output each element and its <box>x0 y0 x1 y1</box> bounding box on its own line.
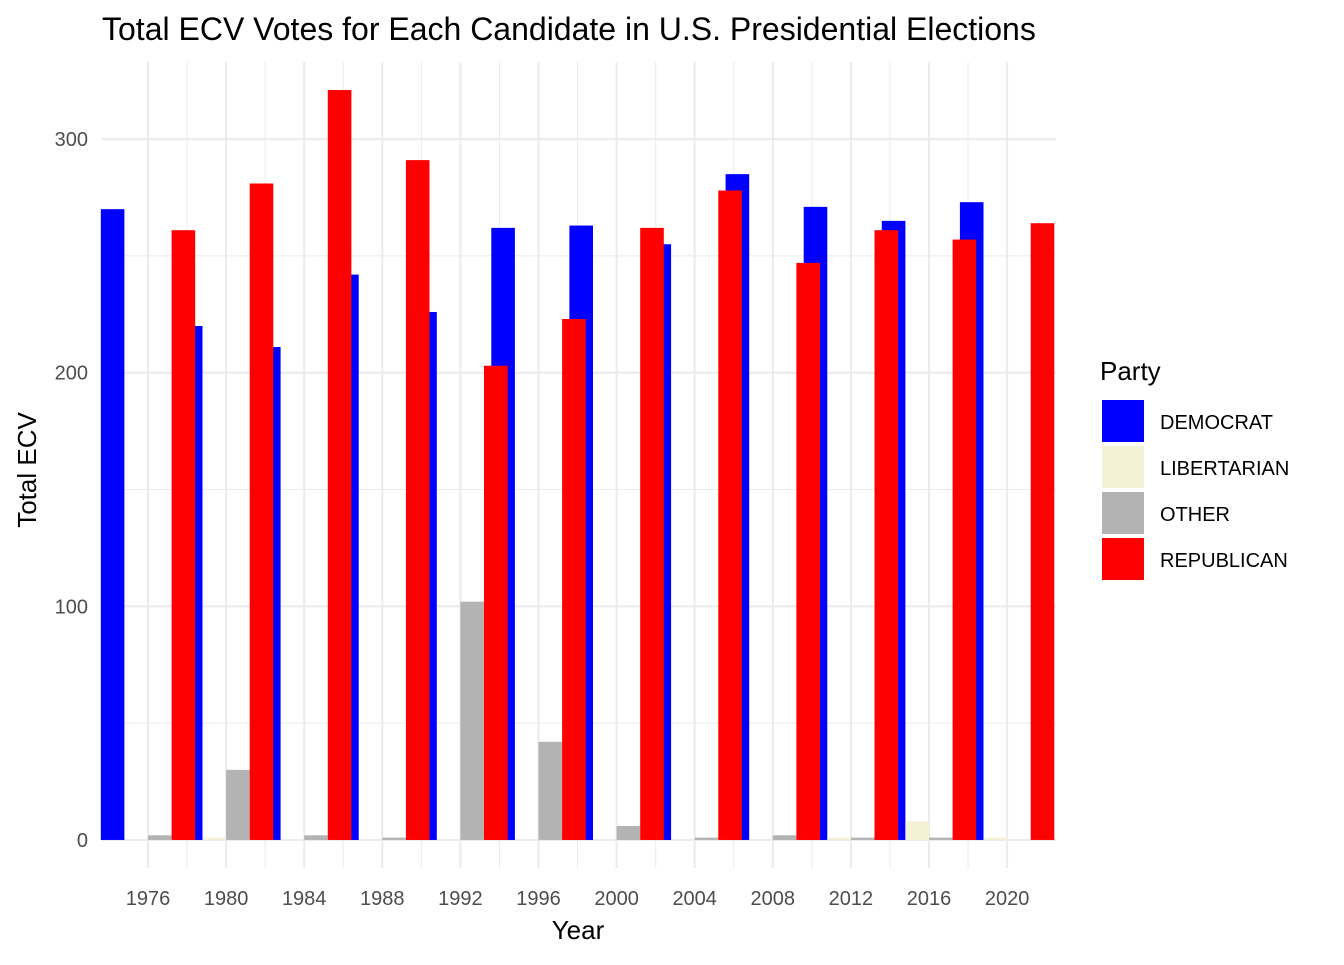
x-tick-label: 2016 <box>907 888 952 910</box>
legend-items: DEMOCRAT LIBERTARIAN OTHER REPUBLICAN <box>1102 400 1289 580</box>
x-tick-label: 1984 <box>282 888 327 910</box>
legend-key-other <box>1102 492 1144 534</box>
bar-libertarian-1980 <box>202 837 227 840</box>
chart-title: Total ECV Votes for Each Candidate in U.… <box>102 11 1036 47</box>
legend-label-democrat: DEMOCRAT <box>1160 412 1273 434</box>
bar-republican-1976 <box>171 230 196 840</box>
bar-republican-1980 <box>249 183 274 840</box>
y-tick-label: 200 <box>55 363 88 385</box>
legend-label-republican: REPUBLICAN <box>1160 550 1288 572</box>
bar-republican-2008 <box>796 262 820 840</box>
bar-other-2008 <box>772 835 797 840</box>
bar-republican-1996 <box>562 318 586 840</box>
bar-libertarian-2012 <box>827 837 851 840</box>
bar-republican-2016 <box>952 239 977 840</box>
bar-democrat-1976 <box>100 209 125 840</box>
bars-layer <box>100 90 1055 840</box>
bar-republican-2004 <box>718 190 742 840</box>
bar-libertarian-2016 <box>905 821 929 840</box>
legend-key-libertarian <box>1102 446 1144 488</box>
bar-other-1996 <box>538 741 563 840</box>
bar-other-1988 <box>382 837 406 840</box>
bar-republican-1984 <box>327 90 352 840</box>
y-tick-label: 300 <box>55 129 88 151</box>
bar-republican-2012 <box>874 230 899 840</box>
bar-other-2004 <box>694 837 719 840</box>
bar-republican-1988 <box>405 160 430 840</box>
x-tick-label: 1996 <box>516 888 561 910</box>
bar-other-2016 <box>929 837 953 840</box>
x-tick-label: 2020 <box>985 888 1030 910</box>
x-tick-label: 1980 <box>204 888 249 910</box>
legend-key-republican <box>1102 538 1144 580</box>
x-tick-label: 1988 <box>360 888 405 910</box>
x-axis-label: Year <box>552 915 605 945</box>
x-tick-label: 2008 <box>751 888 796 910</box>
axis-layer: 0 100 200 300 1976 1980 1984 1988 1992 1996 2000 20… <box>55 129 1030 910</box>
bar-republican-1992 <box>484 365 508 840</box>
legend-label-other: OTHER <box>1160 504 1230 526</box>
legend-title: Party <box>1100 356 1161 386</box>
y-tick-label: 100 <box>55 596 88 618</box>
bar-other-1976 <box>148 835 172 840</box>
legend: Party DEMOCRAT LIBERTARIAN OTHER REPUBLICAN <box>1100 356 1289 580</box>
bar-other-1984 <box>304 835 328 840</box>
bar-libertarian-2020 <box>983 837 1008 840</box>
x-tick-label: 1992 <box>438 888 483 910</box>
bar-other-1992 <box>460 601 484 840</box>
bar-republican-2020 <box>1030 223 1055 840</box>
x-tick-label: 2000 <box>594 888 639 910</box>
legend-key-democrat <box>1102 400 1144 442</box>
x-tick-label: 2004 <box>672 888 717 910</box>
x-tick-label: 2012 <box>829 888 874 910</box>
bar-other-2000 <box>616 825 641 840</box>
legend-label-libertarian: LIBERTARIAN <box>1160 458 1289 480</box>
x-tick-label: 1976 <box>126 888 171 910</box>
y-axis-label: Total ECV <box>12 412 42 528</box>
y-tick-label: 0 <box>77 830 88 852</box>
bar-other-1980 <box>226 769 250 840</box>
bar-republican-2000 <box>640 227 664 840</box>
bar-other-2012 <box>850 837 875 840</box>
